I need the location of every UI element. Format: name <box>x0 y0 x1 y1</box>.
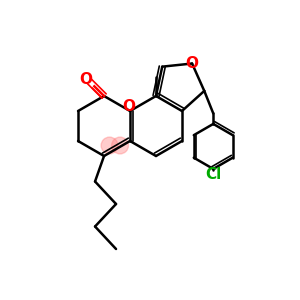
Text: Cl: Cl <box>205 167 221 182</box>
Text: O: O <box>80 72 92 87</box>
Text: O: O <box>122 99 135 114</box>
Circle shape <box>101 137 118 154</box>
Text: O: O <box>186 56 199 71</box>
Circle shape <box>112 137 128 154</box>
